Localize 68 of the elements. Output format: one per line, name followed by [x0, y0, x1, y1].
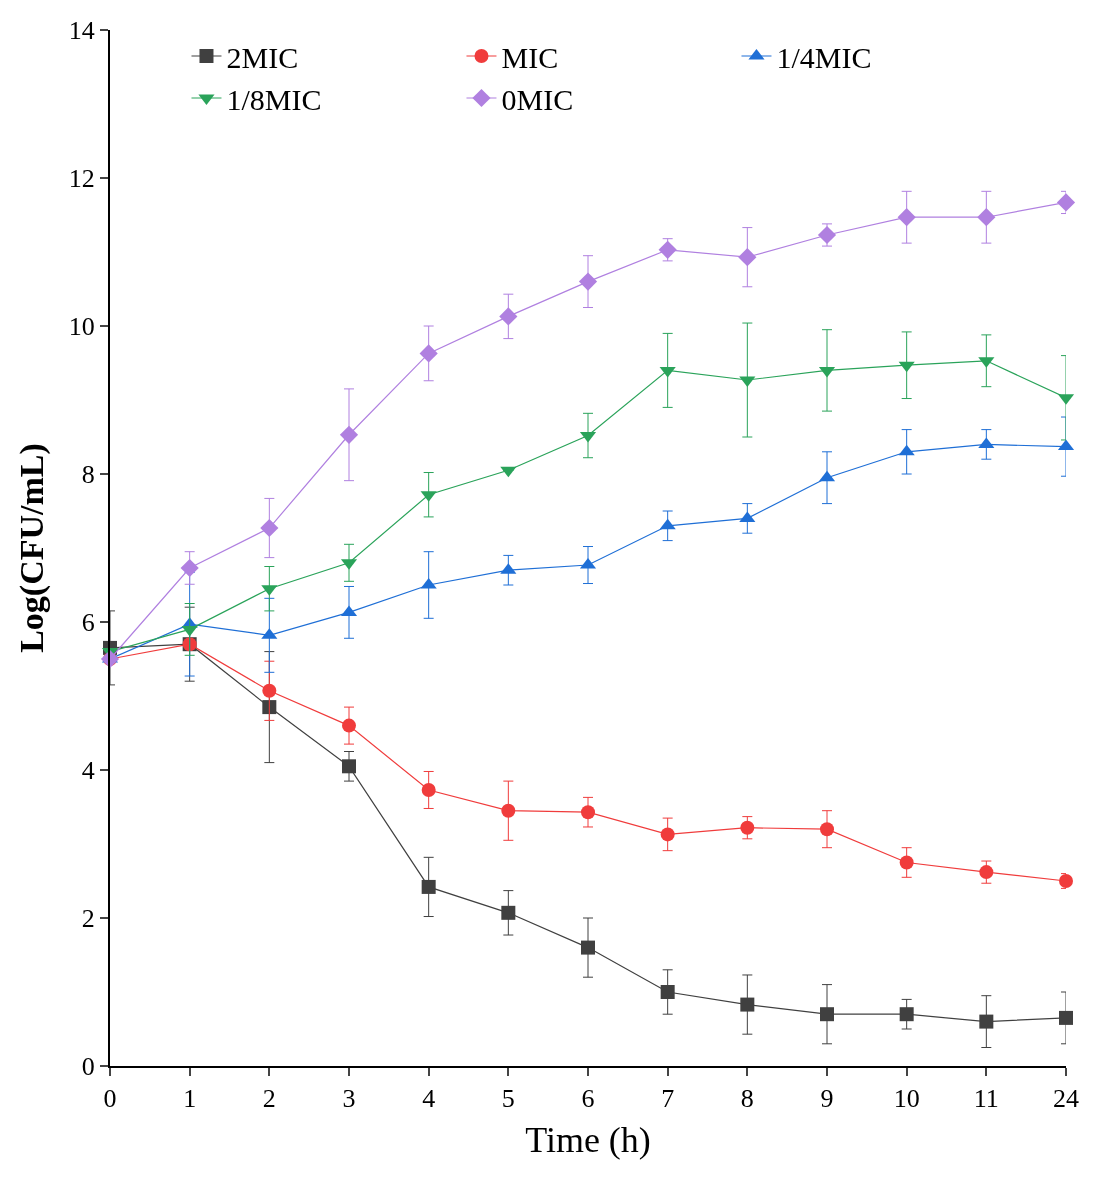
x-tick-label: 3 [342, 1084, 356, 1114]
y-tick-label: 12 [68, 164, 95, 194]
point [578, 272, 598, 291]
y-tick-label: 2 [81, 904, 95, 934]
x-tick-label: 7 [661, 1084, 675, 1114]
x-tick-label: 5 [501, 1084, 515, 1114]
y-tick-label: 6 [81, 608, 95, 638]
point [660, 985, 675, 999]
point [1059, 873, 1073, 889]
point [499, 307, 518, 326]
y-tick-label: 4 [81, 756, 95, 786]
x-tick-label: 2 [262, 1084, 276, 1114]
point [979, 865, 994, 880]
point [581, 805, 595, 820]
y-tick-label: 10 [68, 312, 95, 342]
x-tick-label: 1 [183, 1084, 197, 1114]
point [581, 940, 595, 955]
point [899, 1007, 914, 1022]
point [342, 718, 356, 733]
point [979, 1014, 994, 1029]
x-tick-label: 8 [740, 1084, 754, 1114]
point [421, 782, 436, 797]
point [898, 444, 915, 456]
point [421, 879, 436, 894]
point [820, 1007, 834, 1022]
point [262, 683, 277, 698]
point [740, 997, 755, 1012]
legend-label: 0MIC [501, 82, 574, 116]
point [898, 361, 915, 373]
y-tick-label: 0 [81, 1052, 95, 1082]
point [658, 240, 677, 259]
point [339, 425, 359, 444]
point [181, 625, 198, 637]
legend-label: 1/4MIC [776, 40, 872, 74]
point [659, 366, 676, 378]
point [897, 208, 916, 227]
x-tick-label: 11 [973, 1084, 999, 1114]
point [977, 208, 996, 227]
point [260, 518, 279, 538]
point [262, 700, 277, 715]
legend-label: 2MIC [226, 40, 299, 74]
point [739, 376, 756, 388]
point [659, 518, 676, 530]
x-tick-label: 0 [103, 1084, 117, 1114]
y-tick-label: 8 [81, 460, 95, 490]
legend-label: 1/8MIC [226, 82, 322, 116]
x-axis-title: Time (h) [525, 1120, 651, 1161]
point [738, 248, 757, 267]
y-axis-title: Log(CFU/mL) [12, 443, 51, 653]
point [899, 855, 914, 870]
point [1059, 1010, 1073, 1025]
point [180, 558, 199, 578]
point [660, 827, 675, 842]
point [342, 759, 356, 774]
x-tick-label: 10 [893, 1084, 920, 1114]
legend-label: MIC [501, 40, 559, 74]
point [419, 344, 438, 363]
point [1056, 193, 1076, 212]
x-tick-label: 6 [581, 1084, 595, 1114]
x-tick-label: 24 [1053, 1084, 1079, 1114]
y-tick-label: 14 [68, 16, 95, 46]
point [501, 905, 516, 920]
point [740, 820, 755, 835]
point [820, 822, 834, 837]
x-tick-label: 9 [820, 1084, 834, 1114]
point [501, 803, 516, 818]
point [500, 466, 517, 478]
x-tick-label: 4 [422, 1084, 436, 1114]
